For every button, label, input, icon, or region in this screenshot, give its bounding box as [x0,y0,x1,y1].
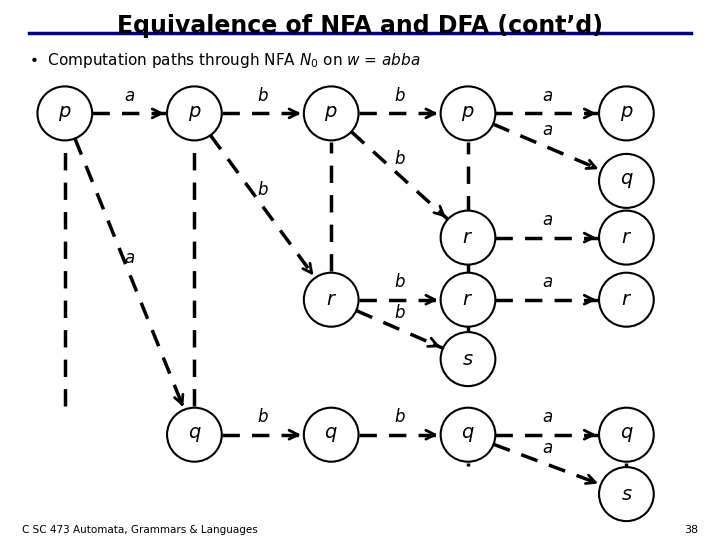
Text: $r$: $r$ [462,290,474,309]
Ellipse shape [441,86,495,140]
Ellipse shape [441,408,495,462]
Ellipse shape [441,211,495,265]
Text: $a$: $a$ [541,408,553,427]
Text: $r$: $r$ [325,290,337,309]
Ellipse shape [167,408,222,462]
Text: 38: 38 [684,524,698,535]
Text: $r$: $r$ [462,228,474,247]
Text: $b$: $b$ [394,304,405,322]
Ellipse shape [167,86,222,140]
Text: $s$: $s$ [462,349,474,369]
Text: $b$: $b$ [394,273,405,292]
Text: $p$: $p$ [462,104,474,123]
Text: $a$: $a$ [124,87,135,105]
Text: $s$: $s$ [621,484,632,504]
Text: $p$: $p$ [325,104,338,123]
Text: $a$: $a$ [541,87,553,105]
Ellipse shape [599,467,654,521]
Text: $q$: $q$ [620,425,633,444]
Text: $p$: $p$ [188,104,201,123]
Text: $a$: $a$ [541,439,553,457]
Text: $p$: $p$ [620,104,633,123]
Text: $a$: $a$ [541,273,553,292]
Text: $b$: $b$ [257,181,269,199]
Text: $a$: $a$ [541,121,553,139]
Text: $q$: $q$ [620,171,633,191]
Text: •  Computation paths through NFA $N_0$ on $w$ = $abba$: • Computation paths through NFA $N_0$ on… [29,51,420,70]
Ellipse shape [304,408,359,462]
Ellipse shape [599,154,654,208]
Ellipse shape [441,273,495,327]
Ellipse shape [599,408,654,462]
Ellipse shape [37,86,92,140]
Text: $b$: $b$ [257,408,269,427]
Ellipse shape [304,273,359,327]
Ellipse shape [441,332,495,386]
Text: $b$: $b$ [257,87,269,105]
Text: C SC 473 Automata, Grammars & Languages: C SC 473 Automata, Grammars & Languages [22,524,257,535]
Text: $b$: $b$ [394,150,405,168]
Ellipse shape [304,86,359,140]
Text: $r$: $r$ [621,228,632,247]
Ellipse shape [599,86,654,140]
Text: $q$: $q$ [462,425,474,444]
Ellipse shape [599,273,654,327]
Ellipse shape [599,211,654,265]
Text: $b$: $b$ [394,87,405,105]
Text: $p$: $p$ [58,104,71,123]
Text: $a$: $a$ [124,249,135,267]
Text: $b$: $b$ [394,408,405,427]
Text: Equivalence of NFA and DFA (cont’d): Equivalence of NFA and DFA (cont’d) [117,14,603,37]
Text: $a$: $a$ [541,211,553,230]
Text: $q$: $q$ [325,425,338,444]
Text: $r$: $r$ [621,290,632,309]
Text: $q$: $q$ [188,425,201,444]
